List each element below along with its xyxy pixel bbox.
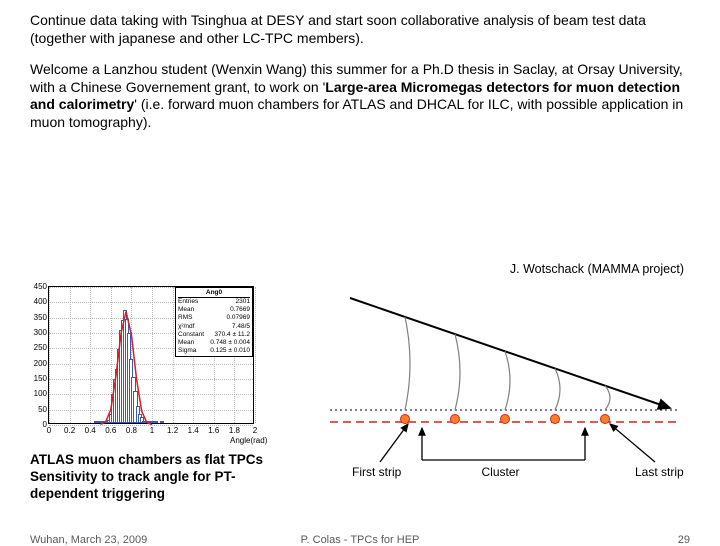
angle-histogram: 05010015020025030035040045000.20.40.60.8…: [30, 278, 270, 448]
caption-line-2: Sensitivity to track angle for PT-: [30, 469, 310, 486]
paragraph-1: Continue data taking with Tsinghua at DE…: [30, 12, 690, 47]
svg-text:Cluster: Cluster: [482, 465, 520, 479]
paragraph-2: Welcome a Lanzhou student (Wenxin Wang) …: [30, 61, 690, 131]
caption-line-1: ATLAS muon chambers as flat TPCs: [30, 452, 310, 469]
footer-page-number: 29: [678, 534, 690, 546]
credit-text: J. Wotschack (MAMMA project): [510, 262, 684, 276]
caption-line-3: dependent triggering: [30, 486, 310, 503]
cluster-diagram: First strip Last strip Cluster: [310, 290, 692, 490]
chart-caption: ATLAS muon chambers as flat TPCs Sensiti…: [30, 452, 310, 503]
stats-box: Ang0Entries2301Mean0.7669RMS0.07969χ²/nd…: [175, 287, 253, 357]
svg-text:Last strip: Last strip: [635, 465, 684, 479]
footer-center: P. Colas - TPCs for HEP: [0, 534, 720, 546]
svg-text:First strip: First strip: [352, 465, 402, 479]
